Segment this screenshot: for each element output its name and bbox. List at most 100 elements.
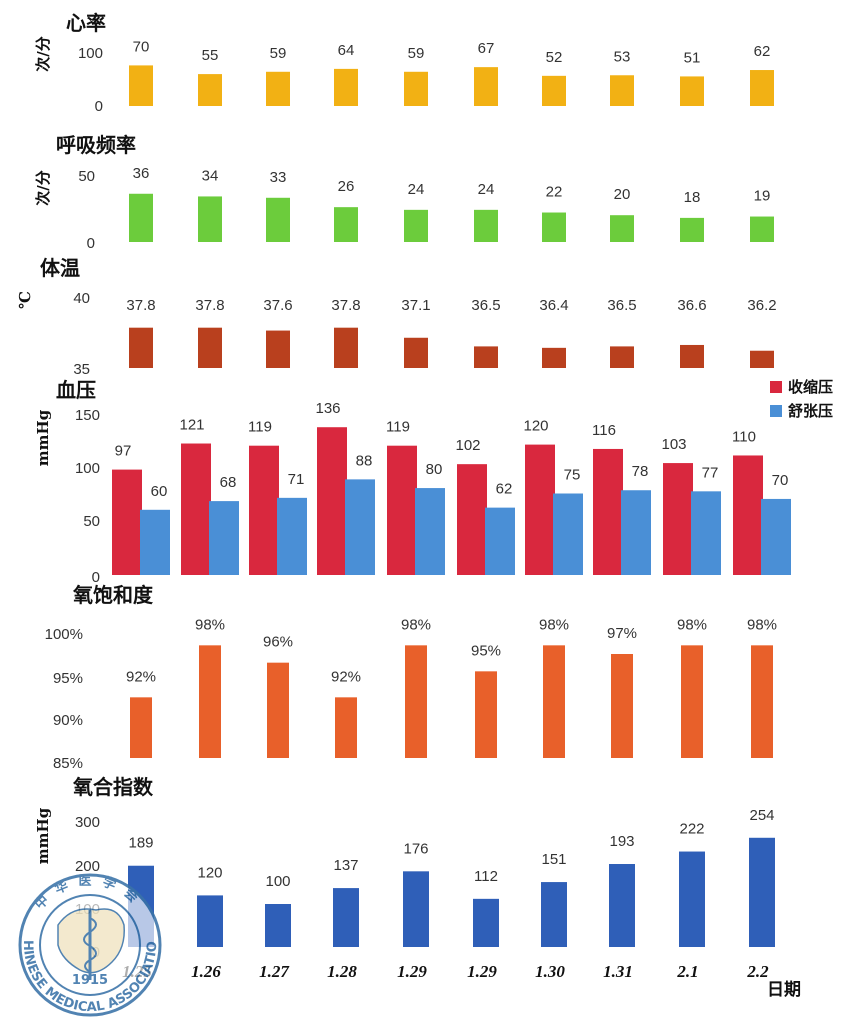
bar <box>474 346 498 368</box>
data-label: 53 <box>614 48 631 65</box>
data-label: 97% <box>607 625 637 642</box>
bar <box>610 215 634 242</box>
data-label: 26 <box>338 178 355 195</box>
data-label: 64 <box>338 42 355 59</box>
legend-label: 收缩压 <box>788 378 833 396</box>
bar <box>542 347 566 368</box>
data-label: 36.2 <box>747 297 776 314</box>
bar <box>333 888 359 947</box>
bar-systolic <box>317 427 347 575</box>
bar-diastolic <box>140 509 170 575</box>
bar-systolic <box>593 448 623 575</box>
bar <box>403 871 429 947</box>
y-tick-label: 100 <box>78 45 103 62</box>
bar <box>197 895 223 947</box>
y-unit-label: 次/分 <box>34 36 52 71</box>
data-label: 254 <box>749 807 774 824</box>
data-label: 98% <box>539 616 569 633</box>
bar <box>750 216 774 242</box>
panel-3: 体温 ℃ 40 35 37.8 37.8 37.6 37.8 37.1 36.5 36.4 36.5 3… <box>16 256 777 378</box>
panel-5: 氧饱和度 100% 95% 90% 85% 92% 98% 96% 92% 98% 95% 98% 97… <box>45 583 777 772</box>
bar-systolic <box>733 455 763 575</box>
data-label: 37.8 <box>331 297 360 314</box>
data-label: 92% <box>331 668 361 685</box>
bar <box>679 851 705 947</box>
bar <box>680 76 704 106</box>
y-unit-label: mmHg <box>34 409 52 466</box>
bar-diastolic <box>691 491 721 575</box>
bar <box>609 864 635 947</box>
data-label: 98% <box>747 616 777 633</box>
x-tick-label: 1.30 <box>535 962 565 981</box>
bar <box>474 67 498 106</box>
data-label: 96% <box>263 634 293 651</box>
data-label: 75 <box>564 467 581 484</box>
y-tick-label: 0 <box>92 569 100 586</box>
bar <box>751 645 773 758</box>
x-tick-label: 1.27 <box>259 962 290 981</box>
bar-diastolic <box>415 488 445 575</box>
bar-diastolic <box>209 501 239 575</box>
x-axis-title: 日期 <box>767 980 801 1000</box>
bar <box>610 75 634 106</box>
bar <box>266 197 290 242</box>
bar <box>199 645 221 758</box>
data-label: 67 <box>478 40 495 57</box>
y-tick-label: 100% <box>45 626 83 643</box>
y-unit-label: 次/分 <box>34 170 52 205</box>
data-label: 103 <box>661 436 686 453</box>
bar <box>334 68 358 106</box>
bar <box>198 196 222 242</box>
y-tick-label: 95% <box>53 670 83 687</box>
y-tick-label: 85% <box>53 755 83 772</box>
y-tick-label: 300 <box>75 814 100 831</box>
y-tick-label: 35 <box>73 361 90 378</box>
data-label: 121 <box>179 417 204 434</box>
bar <box>680 217 704 242</box>
bar-systolic <box>181 443 211 575</box>
bar <box>473 898 499 947</box>
data-label: 70 <box>133 38 150 55</box>
y-unit-label: ℃ <box>16 291 34 309</box>
panel-1: 心率次/分 100 0 70 55 59 64 59 67 52 53 51 62 <box>34 11 774 115</box>
data-label: 71 <box>288 471 305 488</box>
x-tick-label: 1.31 <box>603 962 633 981</box>
data-label: 77 <box>702 464 719 481</box>
data-label: 112 <box>474 868 498 885</box>
bar <box>405 645 427 758</box>
bar-systolic <box>663 463 693 575</box>
bar <box>266 330 290 368</box>
bar <box>404 209 428 242</box>
data-label: 24 <box>478 181 495 198</box>
bar <box>129 65 153 106</box>
data-label: 51 <box>684 49 701 66</box>
data-label: 88 <box>356 452 373 469</box>
bar <box>543 645 565 758</box>
bar <box>610 346 634 368</box>
panel-title: 氧合指数 <box>72 775 154 799</box>
data-label: 189 <box>128 835 153 852</box>
bar <box>198 327 222 368</box>
data-label: 24 <box>408 181 425 198</box>
bar-systolic <box>112 469 142 575</box>
data-label: 151 <box>541 851 566 868</box>
y-tick-label: 90% <box>53 712 83 729</box>
data-label: 59 <box>270 45 287 62</box>
bar <box>541 882 567 947</box>
data-label: 78 <box>632 463 649 480</box>
data-label: 98% <box>401 616 431 633</box>
data-label: 36.4 <box>539 297 568 314</box>
y-tick-label: 150 <box>75 407 100 424</box>
data-label: 60 <box>151 483 168 500</box>
bar-systolic <box>525 444 555 575</box>
legend-swatch <box>770 405 782 417</box>
data-label: 22 <box>546 184 563 201</box>
data-label: 55 <box>202 47 219 64</box>
bar <box>749 837 775 947</box>
legend-swatch <box>770 381 782 393</box>
bar <box>611 654 633 758</box>
bar <box>542 212 566 242</box>
bar-systolic <box>387 445 417 575</box>
data-label: 36.5 <box>607 297 636 314</box>
